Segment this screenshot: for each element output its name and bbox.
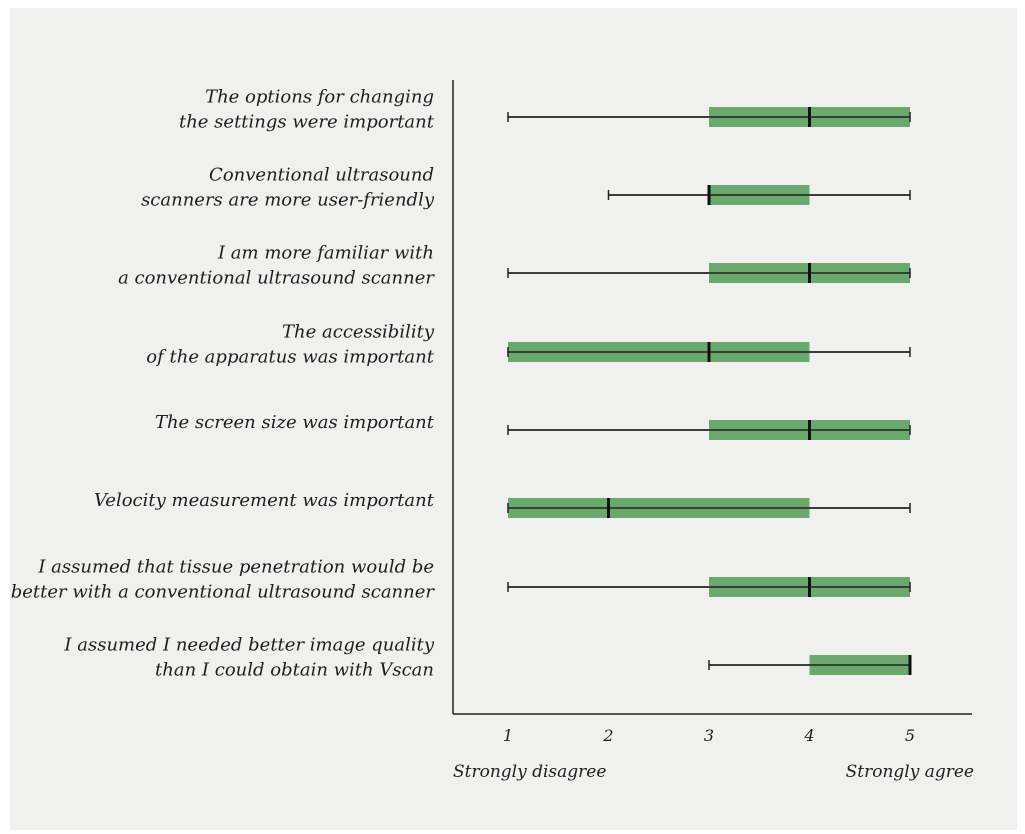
category-label: The options for changing	[205, 87, 434, 108]
boxplot-marks	[507, 107, 912, 675]
x-tick-label: 4	[803, 726, 814, 745]
chart-panel	[10, 8, 1017, 830]
category-label: I assumed that tissue penetration would …	[37, 557, 434, 578]
x-tick-labels: 1 2 3 4 5	[503, 726, 915, 745]
category-label: The accessibility	[282, 322, 435, 343]
left-anchor-label: Strongly disagree	[453, 762, 606, 782]
right-anchor-label: Strongly agree	[846, 762, 974, 782]
x-tick-label: 1	[503, 726, 513, 745]
category-label: the settings were important	[179, 112, 435, 133]
x-tick-label: 5	[905, 726, 915, 745]
category-label: I am more familiar with	[217, 243, 434, 264]
x-tick-label: 3	[704, 726, 714, 745]
category-label: than I could obtain with Vscan	[155, 660, 434, 681]
category-label: I assumed I needed better image quality	[63, 635, 434, 656]
category-labels: The options for changing the settings wer…	[11, 87, 436, 681]
category-label: better with a conventional ultrasound sc…	[11, 582, 436, 603]
category-label: scanners are more user-friendly	[141, 190, 435, 211]
category-label: Velocity measurement was important	[94, 490, 435, 511]
axes	[452, 80, 972, 715]
category-label: The screen size was important	[155, 412, 435, 433]
category-label: of the apparatus was important	[146, 347, 434, 368]
category-label: Conventional ultrasound	[209, 165, 434, 186]
category-label: a conventional ultrasound scanner	[118, 268, 435, 289]
x-tick-label: 2	[602, 726, 613, 745]
